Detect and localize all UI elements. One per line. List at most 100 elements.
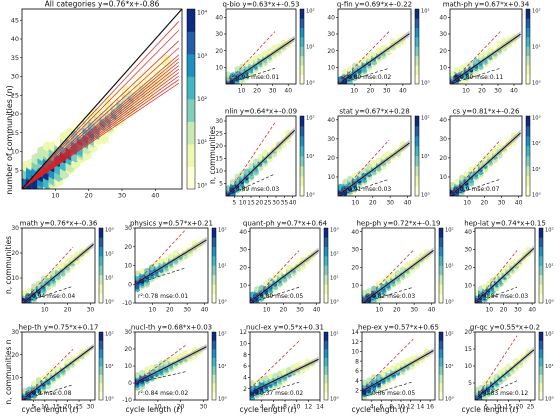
- colorbar-segment: [439, 366, 443, 375]
- colorbar-segment: [324, 366, 328, 375]
- colorbar-segment: [526, 37, 530, 47]
- x-tick-label: 20: [85, 192, 93, 200]
- colorbar: 10⁰ 10¹ 10²: [538, 331, 554, 403]
- density-hex: [20, 196, 29, 206]
- colorbar-tick-label: 10¹: [545, 264, 554, 270]
- colorbar-segment: [415, 136, 419, 147]
- x-tick-label: 35: [281, 200, 289, 207]
- density-hex: [262, 50, 268, 57]
- colorbar-segment: [99, 293, 103, 304]
- x-tick-label: 10: [397, 404, 405, 411]
- colorbar-segment: [415, 146, 419, 157]
- y-tick-label: 30: [327, 136, 335, 143]
- plot-frame: [361, 331, 436, 401]
- y-tick-label: 20: [327, 48, 335, 55]
- fit-statistics: r²:0.89 mse:0.05: [253, 293, 303, 300]
- colorbar: 10⁰ 10¹ 10²: [299, 116, 315, 198]
- y-tick-label: 10: [327, 174, 335, 181]
- density-hex: [356, 59, 363, 66]
- density-hex: [22, 289, 28, 297]
- x-tick-label: 4: [370, 404, 374, 411]
- density-hex: [226, 86, 232, 92]
- x-tick-label: 10: [485, 307, 493, 314]
- colorbar-segment: [99, 246, 103, 257]
- colorbar-segment: [324, 237, 328, 248]
- y-tick-label: 40: [215, 15, 223, 22]
- fit-statistics: r²:0.84 mse:0.02: [138, 390, 188, 397]
- fit-overlay: [338, 30, 410, 84]
- x-tick-label: 20: [516, 404, 524, 411]
- colorbar-segment: [539, 332, 543, 341]
- density-hex: [277, 269, 283, 277]
- colorbar-segment: [539, 237, 543, 248]
- colorbar-segment: [415, 166, 419, 177]
- lower-bound-line-dashed: [453, 67, 501, 84]
- density-hex: [22, 305, 28, 311]
- density-hex: [371, 285, 377, 292]
- row3-y-axis-label: n, communities: [4, 236, 13, 294]
- x-tick-label: 30: [494, 88, 502, 95]
- density-hex: [22, 387, 28, 395]
- density-hex: [281, 267, 288, 275]
- density-hex: [258, 376, 265, 384]
- density-hex: [338, 199, 344, 205]
- colorbar-tick-label: 10¹: [330, 276, 339, 282]
- y-tick-label: 40: [464, 229, 472, 236]
- colorbar: 10⁰ 10¹ 10² 10³: [323, 228, 339, 306]
- fit-overlay: [362, 247, 434, 303]
- colorbar-segment: [300, 9, 304, 19]
- density-hex: [234, 173, 241, 180]
- colorbar: 10⁰ 10¹ 10²: [299, 9, 315, 87]
- category-fit-line: [22, 58, 180, 189]
- x-tick-label: 25: [264, 200, 272, 207]
- panel-cs: 10 20 30 40 10 20 30 40 cs y=0.81*x+-0.26 r²:0.9 …: [439, 108, 540, 207]
- colorbar-segment: [439, 237, 443, 248]
- category-fit-line: [22, 68, 180, 189]
- x-tick-label: 10: [293, 404, 301, 411]
- colorbar-tick-label: 10²: [105, 252, 114, 258]
- colorbar-segment: [99, 256, 103, 266]
- density-hex: [234, 65, 241, 73]
- colorbar-tick-label: 10¹: [306, 154, 315, 160]
- x-tick-label: 10: [238, 88, 246, 95]
- colorbar-frame: [323, 331, 329, 401]
- density-hex: [226, 71, 232, 78]
- row2-y-axis-label: n, communities: [208, 126, 217, 184]
- y-tick-label: 20: [11, 352, 19, 359]
- density-hex: [366, 52, 372, 60]
- colorbar-segment: [526, 65, 530, 75]
- density-hex: [37, 192, 46, 202]
- colorbar-segment: [439, 284, 443, 294]
- density-hex: [248, 162, 255, 169]
- category-fit-line: [22, 65, 180, 189]
- x-tick-label: 20: [166, 307, 174, 314]
- colorbar-tick-label: 10⁰: [445, 397, 454, 403]
- x-tick-label: 20: [367, 88, 375, 95]
- density-hex: [139, 369, 145, 377]
- density-hex: [230, 72, 236, 79]
- colorbar-segment: [212, 265, 216, 276]
- density-hex: [450, 70, 456, 77]
- density-hex: [168, 252, 174, 260]
- density-hex: [450, 181, 456, 189]
- regression-line: [25, 345, 94, 398]
- density-hex: [340, 83, 341, 84]
- colorbar-segment: [439, 265, 443, 276]
- x-tick-label: 10: [239, 200, 247, 207]
- colorbar-segment: [539, 256, 543, 266]
- y-tick-label: 40: [351, 229, 359, 236]
- colorbar-tick-label: 10¹: [218, 364, 227, 370]
- density-hex: [26, 287, 32, 294]
- category-fit-line: [22, 47, 180, 189]
- y-tick-label: 25: [215, 131, 223, 138]
- density-hex: [450, 86, 456, 92]
- density-hex: [55, 264, 61, 272]
- density-hex: [482, 154, 489, 162]
- colorbar-tick-label: 10⁰: [306, 192, 315, 198]
- regression-line: [253, 250, 319, 300]
- x-tick-label: 30: [410, 307, 418, 314]
- density-hex: [139, 268, 145, 275]
- density-hex: [390, 364, 396, 372]
- y-tick-label: 5: [219, 181, 223, 188]
